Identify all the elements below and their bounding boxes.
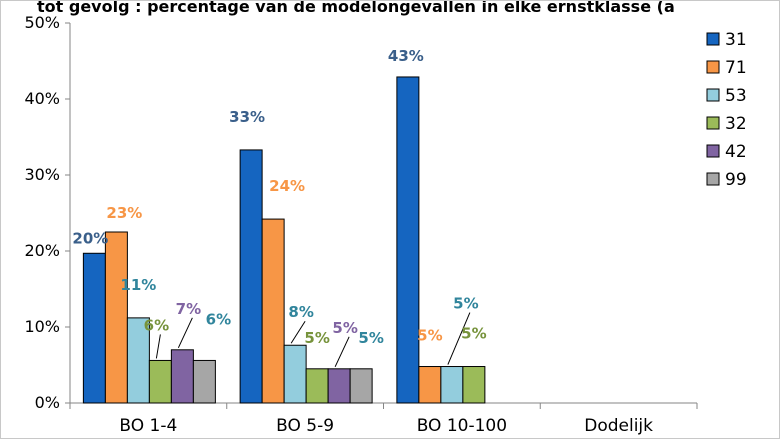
data-label-leader — [334, 336, 350, 368]
y-tick-label: 10% — [24, 317, 60, 336]
legend-swatch — [706, 172, 720, 186]
data-label-leader — [290, 320, 306, 344]
bar-31 — [239, 149, 263, 404]
data-label: 8% — [288, 303, 313, 321]
legend-swatch — [706, 144, 720, 158]
data-label: 20% — [72, 229, 108, 247]
data-label: 23% — [106, 204, 142, 222]
bar-42 — [327, 368, 351, 404]
y-tick-label: 30% — [24, 165, 60, 184]
bar-71 — [261, 218, 285, 404]
chart-title: tot gevolg : percentage van de modelonge… — [37, 1, 675, 16]
legend-label: 53 — [725, 86, 747, 106]
legend-swatch — [706, 60, 720, 74]
bar-32 — [148, 359, 172, 404]
bar-99 — [192, 359, 216, 404]
bar-53 — [283, 344, 307, 404]
y-tick-label: 40% — [24, 89, 60, 108]
legend-label: 42 — [725, 142, 747, 162]
axes: 0% 10% 20% 30% 40% 50% BO 1-4 BO 5-9 BO 10-100 Do… — [24, 13, 698, 436]
bars — [82, 76, 486, 404]
bar-99 — [349, 368, 373, 404]
data-label-leader — [177, 317, 193, 349]
x-category-label: Dodelijk — [584, 416, 653, 436]
legend-label: 31 — [725, 30, 747, 50]
bar-42 — [170, 349, 194, 404]
legend-swatch — [706, 32, 720, 46]
data-label: 24% — [269, 177, 305, 195]
legend-swatch — [706, 88, 720, 102]
bar-53 — [440, 366, 464, 404]
legend-label: 99 — [725, 170, 747, 190]
data-label: 5% — [417, 327, 442, 345]
bar-31 — [396, 76, 420, 404]
data-label: 11% — [120, 276, 156, 294]
x-category-label: BO 5-9 — [276, 416, 334, 436]
data-label: 33% — [229, 108, 265, 126]
legend-label: 71 — [725, 58, 747, 78]
bar-31 — [82, 252, 106, 404]
data-label: 5% — [304, 329, 329, 347]
x-category-label: BO 1-4 — [119, 416, 177, 436]
bar-71 — [104, 231, 128, 404]
x-category-label: BO 10-100 — [417, 416, 507, 436]
data-label-leader — [155, 334, 161, 359]
data-label: 6% — [144, 316, 169, 334]
data-labels: 20%23%11%6%7%6%33%24%8%5%5%5%43%5%5%5% — [72, 47, 487, 368]
bar-71 — [418, 366, 442, 404]
y-tick-label: 20% — [24, 241, 60, 260]
y-tick-label: 0% — [35, 393, 60, 412]
data-label-leader — [447, 312, 471, 365]
data-label: 5% — [453, 295, 478, 313]
legend: 31 71 53 32 42 99 — [706, 30, 747, 190]
data-label: 5% — [332, 319, 357, 337]
data-label: 5% — [461, 325, 486, 343]
bar-32 — [305, 368, 329, 404]
legend-label: 32 — [725, 114, 747, 134]
data-label: 6% — [206, 310, 231, 328]
legend-swatch — [706, 116, 720, 130]
y-tick-label: 50% — [24, 13, 60, 32]
data-label: 5% — [358, 329, 383, 347]
data-label: 43% — [388, 47, 424, 65]
data-label: 7% — [176, 300, 201, 318]
bar-32 — [462, 366, 486, 404]
